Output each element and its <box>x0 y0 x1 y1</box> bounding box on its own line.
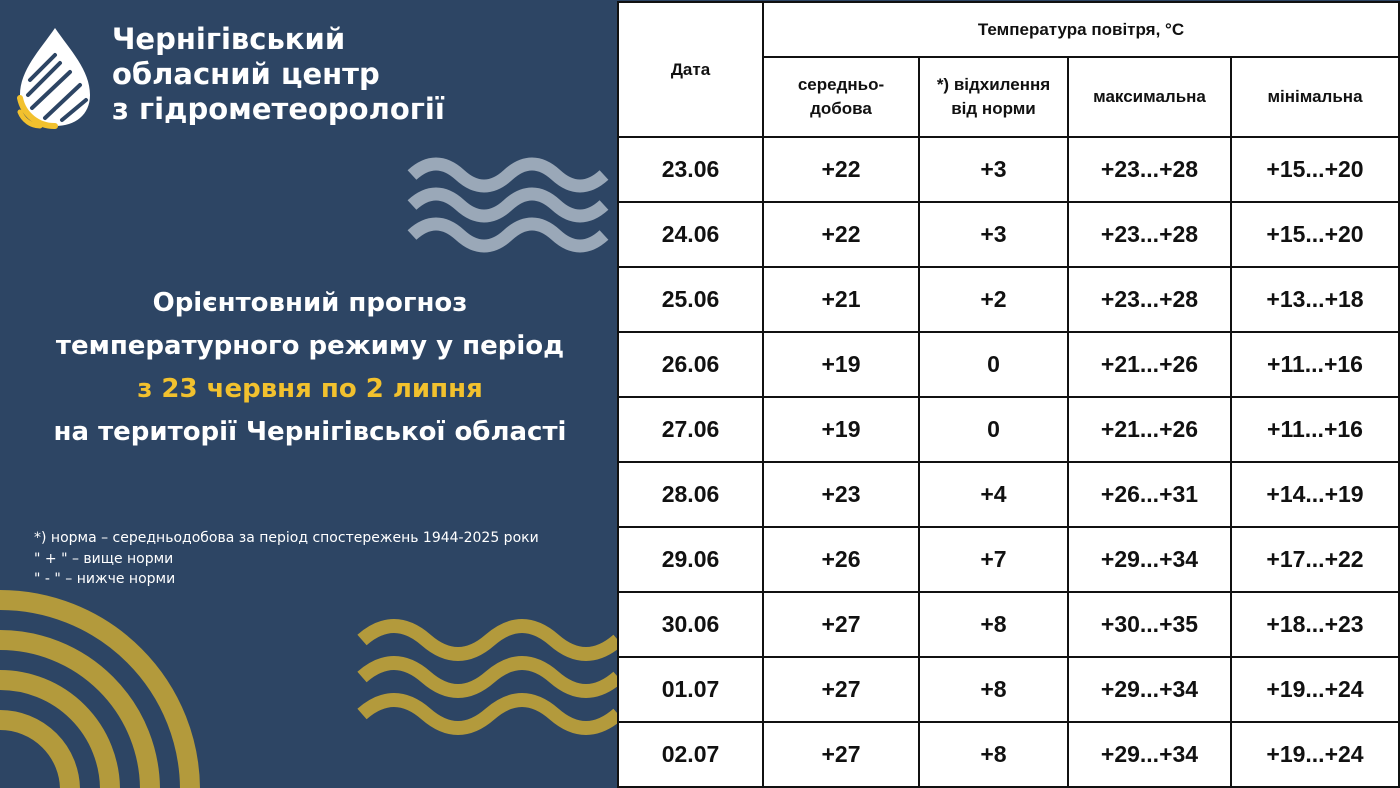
value-cell: +4 <box>918 461 1069 528</box>
value-cell: +11...+16 <box>1230 396 1400 463</box>
arcs-gold <box>0 590 200 788</box>
table-row: 28.06 +23 +4 +26...+31 +14...+19 <box>617 461 1400 528</box>
notes: *) норма – середньодобова за період спос… <box>34 528 539 590</box>
title-line: на території Чернігівської області <box>53 417 567 447</box>
date-cell: 28.06 <box>617 461 764 528</box>
table-row: 01.07 +27 +8 +29...+34 +19...+24 <box>617 656 1400 723</box>
column-header: мінімальна <box>1230 56 1400 138</box>
date-cell: 25.06 <box>617 266 764 333</box>
note: " - " – нижче норми <box>34 571 176 587</box>
value-cell: +21...+26 <box>1067 396 1232 463</box>
value-cell: +29...+34 <box>1067 721 1232 788</box>
value-cell: +15...+20 <box>1230 136 1400 203</box>
value-cell: +3 <box>918 201 1069 268</box>
value-cell: +29...+34 <box>1067 656 1232 723</box>
note: *) норма – середньодобова за період спос… <box>34 530 539 546</box>
value-cell: +19...+24 <box>1230 656 1400 723</box>
table-body: 23.06 +22 +3 +23...+28 +15...+20 24.06 +22 +3 +2… <box>617 136 1400 788</box>
value-cell: +30...+35 <box>1067 591 1232 658</box>
value-cell: +2 <box>918 266 1069 333</box>
logo <box>17 28 90 130</box>
value-cell: +8 <box>918 721 1069 788</box>
table-row: 24.06 +22 +3 +23...+28 +15...+20 <box>617 201 1400 268</box>
title: Орієнтовний прогноз температурного режим… <box>0 282 620 454</box>
value-cell: +17...+22 <box>1230 526 1400 593</box>
note: " + " – вище норми <box>34 550 174 567</box>
value-cell: +13...+18 <box>1230 266 1400 333</box>
waves-light <box>407 157 609 253</box>
date-cell: 02.07 <box>617 721 764 788</box>
value-cell: +19 <box>762 331 920 398</box>
value-cell: +22 <box>762 201 920 268</box>
table-row: 23.06 +22 +3 +23...+28 +15...+20 <box>617 136 1400 203</box>
title-line: Орієнтовний прогноз <box>152 288 468 318</box>
date-header: Дата <box>617 1 764 138</box>
header-row: Дата Температура повітря, °С <box>617 1 1400 138</box>
value-cell: +23...+28 <box>1067 136 1232 203</box>
value-cell: +26 <box>762 526 920 593</box>
value-cell: +29...+34 <box>1067 526 1232 593</box>
title-period: з 23 червня по 2 липня <box>137 374 483 404</box>
header-row: середньо- добова *) відхилення від норми м… <box>618 56 1400 138</box>
value-cell: +22 <box>762 136 920 203</box>
date-cell: 29.06 <box>617 526 764 593</box>
value-cell: +8 <box>918 591 1069 658</box>
group-header: Температура повітря, °С <box>762 1 1400 58</box>
column-header: максимальна <box>1067 56 1232 138</box>
column-header: *) відхилення від норми <box>918 56 1069 138</box>
forecast-table: Дата Температура повітря, °С середньо- д… <box>617 1 1400 788</box>
value-cell: +19 <box>762 396 920 463</box>
value-cell: +21...+26 <box>1067 331 1232 398</box>
value-cell: +18...+23 <box>1230 591 1400 658</box>
table-row: 29.06 +26 +7 +29...+34 +17...+22 <box>617 526 1400 593</box>
org-name: Чернігівський обласний центр з гідромете… <box>112 22 445 127</box>
value-cell: +23...+28 <box>1067 201 1232 268</box>
value-cell: +27 <box>762 591 920 658</box>
value-cell: +7 <box>918 526 1069 593</box>
value-cell: +15...+20 <box>1230 201 1400 268</box>
date-cell: 01.07 <box>617 656 764 723</box>
value-cell: +21 <box>762 266 920 333</box>
value-cell: +27 <box>762 721 920 788</box>
date-cell: 23.06 <box>617 136 764 203</box>
org-line: обласний центр <box>112 57 380 91</box>
date-cell: 27.06 <box>617 396 764 463</box>
column-header: середньо- добова <box>762 56 920 138</box>
date-cell: 26.06 <box>617 331 764 398</box>
table-row: 02.07 +27 +8 +29...+34 +19...+24 <box>617 721 1400 788</box>
value-cell: +8 <box>918 656 1069 723</box>
value-cell: 0 <box>918 396 1069 463</box>
table-row: 30.06 +27 +8 +30...+35 +18...+23 <box>617 591 1400 658</box>
decoration <box>0 28 617 788</box>
date-cell: 24.06 <box>617 201 764 268</box>
org-line: з гідрометеорології <box>112 92 445 126</box>
table-row: 27.06 +19 0 +21...+26 +11...+16 <box>617 396 1400 463</box>
org-line: Чернігівський <box>112 22 346 56</box>
value-cell: +19...+24 <box>1230 721 1400 788</box>
table-row: 26.06 +19 0 +21...+26 +11...+16 <box>617 331 1400 398</box>
value-cell: +27 <box>762 656 920 723</box>
waves-gold <box>357 619 617 735</box>
value-cell: +26...+31 <box>1067 461 1232 528</box>
date-cell: 30.06 <box>617 591 764 658</box>
value-cell: +14...+19 <box>1230 461 1400 528</box>
value-cell: +23 <box>762 461 920 528</box>
value-cell: +3 <box>918 136 1069 203</box>
value-cell: +23...+28 <box>1067 266 1232 333</box>
table-head: Дата Температура повітря, °С середньо- д… <box>617 1 1400 138</box>
table-row: 25.06 +21 +2 +23...+28 +13...+18 <box>617 266 1400 333</box>
title-line: температурного режиму у період <box>55 331 565 361</box>
value-cell: +11...+16 <box>1230 331 1400 398</box>
value-cell: 0 <box>918 331 1069 398</box>
